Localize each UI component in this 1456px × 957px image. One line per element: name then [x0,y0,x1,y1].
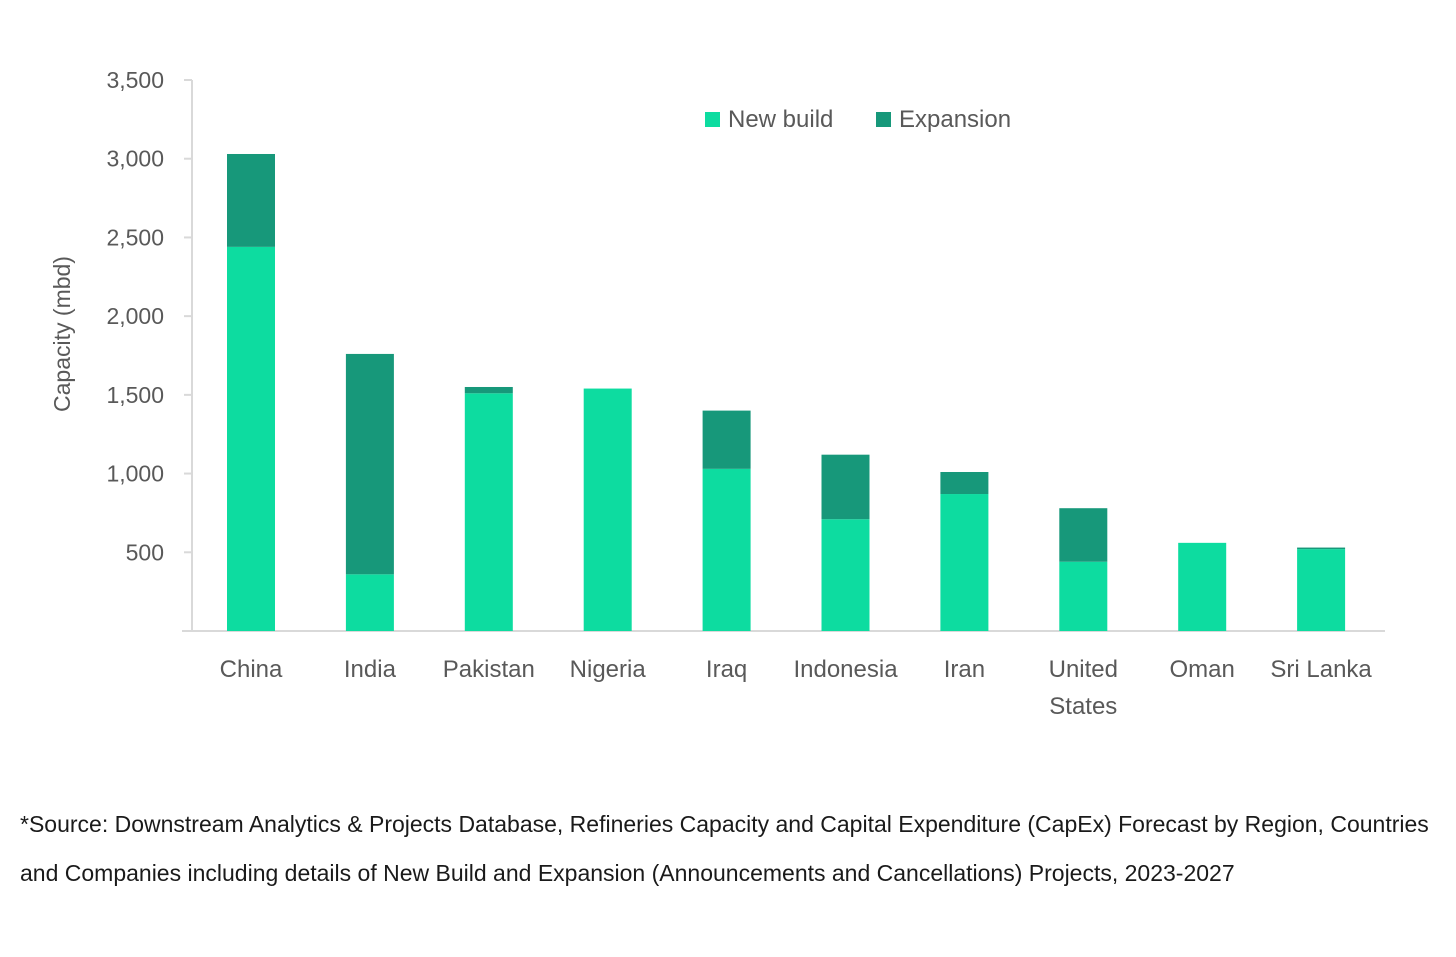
y-tick-label: 1,000 [106,461,164,487]
legend-label: New build [728,106,833,133]
bar-new-build [345,574,394,631]
x-tick-label: Iran [944,656,985,683]
y-tick-label: 500 [126,539,164,565]
y-tick-label: 2,000 [106,303,164,329]
source-note: *Source: Downstream Analytics & Projects… [20,811,1429,886]
bar-new-build [1297,549,1346,631]
x-tick-label: India [344,656,397,683]
bar-expansion [702,410,751,469]
x-tick-label: Nigeria [570,656,647,683]
bar-expansion [821,454,870,520]
bar-expansion [1059,508,1108,562]
bar-new-build [821,519,870,631]
legend-swatch [876,112,891,127]
chart-container: 500 1,000 1,500 2,000 2,500 3,000 3,500 Capacit… [49,67,1385,720]
bar-new-build [1059,561,1108,631]
bar-new-build [940,494,989,631]
x-tick-label: Iraq [706,656,747,683]
x-tick-label: States [1049,693,1117,720]
legend-label: Expansion [899,106,1011,133]
y-tick-label: 3,500 [106,67,164,93]
bar-expansion [227,153,275,247]
y-axis-title: Capacity (mbd) [49,256,75,412]
y-tick-label: 1,500 [106,382,164,408]
x-tick-label: Oman [1170,656,1235,683]
bar-expansion [464,386,513,394]
y-tick-label: 3,000 [106,146,164,172]
bar-new-build [583,388,632,631]
stacked-bar-chart: 500 1,000 1,500 2,000 2,500 3,000 3,500 Capacit… [49,67,1385,720]
bar-expansion [1297,547,1346,550]
x-tick-label: Sri Lanka [1270,656,1372,683]
bar-expansion [345,353,394,575]
y-tick-label: 2,500 [106,224,164,250]
legend-swatch [705,112,720,127]
bar-new-build [464,393,513,631]
bar-new-build [1178,542,1227,631]
x-tick-label: Indonesia [793,656,898,683]
bar-new-build [702,468,751,631]
bar-expansion [940,471,989,495]
x-tick-label: China [220,656,283,683]
x-tick-label: Pakistan [443,656,535,683]
bar-new-build [227,246,275,632]
x-tick-label: United [1049,656,1118,683]
